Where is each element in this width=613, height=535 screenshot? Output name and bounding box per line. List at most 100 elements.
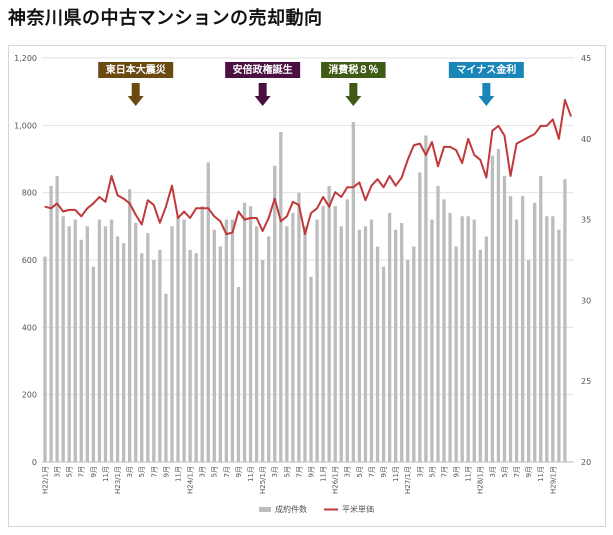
line-point	[292, 201, 294, 203]
legend-label-bars: 成約件数	[275, 504, 307, 514]
line-point	[522, 139, 524, 142]
bar	[436, 185, 440, 462]
line-point	[479, 159, 481, 161]
line-point	[497, 125, 500, 127]
x-tick-label: 5月	[138, 466, 146, 477]
line-point	[443, 146, 445, 148]
line-point	[201, 207, 203, 209]
bar	[375, 246, 380, 462]
bar	[121, 243, 126, 462]
x-tick-label: 5月	[211, 466, 219, 477]
line-point	[129, 202, 131, 205]
down-arrow-icon	[127, 83, 144, 106]
event-annotation-box	[225, 62, 301, 78]
bar	[194, 253, 198, 462]
line-point	[298, 204, 300, 206]
line-point	[461, 162, 463, 164]
y-left-tick-label: 1,000	[14, 121, 37, 130]
line-point	[262, 230, 264, 232]
line-point	[135, 214, 137, 216]
y-right-tick-label: 20	[581, 458, 591, 467]
down-arrow-icon	[345, 83, 362, 106]
bar	[309, 276, 313, 462]
bar	[97, 219, 102, 462]
y-left-tick-label: 600	[22, 256, 37, 265]
x-tick-label: H24/1月	[187, 466, 195, 494]
x-tick-label: 3月	[489, 466, 497, 477]
bar	[279, 132, 283, 463]
bar	[406, 260, 410, 462]
x-tick-label: 9月	[380, 466, 388, 477]
bar	[321, 206, 325, 462]
line-point	[431, 141, 433, 143]
bar	[496, 148, 501, 462]
bar	[109, 219, 114, 462]
line-point	[552, 118, 554, 121]
line-point	[123, 197, 125, 200]
bar	[61, 216, 65, 462]
line-point	[509, 175, 512, 177]
bar	[103, 226, 108, 462]
line-point	[570, 115, 572, 117]
line-point	[153, 204, 155, 206]
bar	[563, 179, 567, 462]
legend-swatch-bars	[259, 507, 271, 512]
bar	[248, 206, 253, 462]
down-arrow-icon	[478, 83, 495, 106]
bar	[357, 229, 362, 462]
line-point	[165, 206, 167, 208]
bar	[478, 249, 482, 462]
bar	[218, 246, 223, 462]
bar	[285, 226, 289, 462]
line-point	[183, 210, 185, 213]
bar	[273, 165, 277, 462]
line-point	[334, 191, 336, 193]
x-tick-label: 5月	[501, 466, 509, 477]
bar	[539, 175, 543, 463]
line-point	[540, 125, 542, 127]
line-point	[44, 206, 46, 208]
bar	[333, 206, 337, 462]
y-left-tick-label: 0	[32, 458, 37, 467]
line-point	[207, 207, 209, 209]
bar	[55, 175, 59, 463]
event-annotation-box	[321, 62, 386, 78]
bar	[85, 226, 90, 462]
line-point	[243, 219, 246, 221]
bar	[557, 229, 561, 462]
line-point	[316, 207, 318, 209]
event-annotation-label: 安倍政権誕生	[233, 63, 293, 76]
x-tick-label: 3月	[54, 466, 62, 477]
x-tick-label: H26/1月	[332, 466, 340, 494]
x-tick-label: 11月	[392, 466, 400, 482]
line-point	[116, 194, 119, 196]
line-point	[56, 202, 58, 205]
x-tick-label: H28/1月	[477, 466, 485, 494]
line-point	[358, 181, 360, 184]
bar	[526, 260, 531, 462]
bar	[315, 219, 319, 462]
x-tick-label: 11月	[320, 466, 328, 482]
line-unit-price	[44, 99, 572, 236]
line-point	[564, 99, 566, 101]
bar	[393, 229, 398, 462]
bar	[224, 219, 229, 462]
bar	[345, 199, 349, 462]
line-point	[558, 138, 560, 140]
y-left-tick-label: 1,200	[14, 54, 37, 63]
event-annotation: 東日本大震災	[98, 62, 174, 106]
bar	[351, 121, 356, 462]
line-point	[50, 207, 52, 209]
bar	[230, 219, 235, 462]
line-point	[364, 199, 367, 201]
line-point	[141, 223, 143, 226]
x-tick-label: 7月	[513, 466, 521, 477]
bar	[182, 219, 186, 462]
bar	[79, 239, 83, 462]
line-point	[171, 185, 173, 187]
line-point	[104, 201, 107, 203]
bar	[363, 226, 368, 462]
bar	[466, 216, 470, 462]
annotations: 東日本大震災 安倍政権誕生 消費税８％ マイナス金利	[98, 62, 524, 106]
bar	[520, 196, 525, 463]
